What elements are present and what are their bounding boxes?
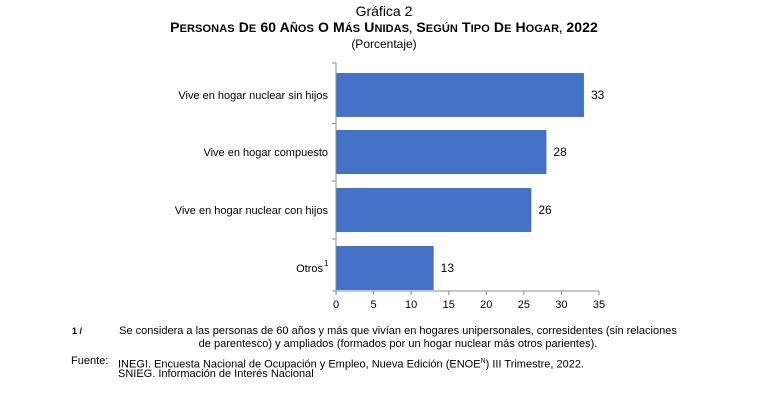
x-tick-label: 20 [480,299,492,311]
source-line-1-tail: ) III Trimestre, 2022. [485,358,585,371]
category-label: Otros [296,263,323,275]
footnote-text: Se considera a las personas de 60 años y… [119,325,677,350]
x-tick-label: 25 [518,299,530,311]
chart-title: PERSONAS DE 60 AÑOS O MÁS UNIDAS, SEGÚN … [170,19,598,35]
data-label: 28 [553,145,567,159]
figure-label: Gráfica 2 [355,3,413,19]
data-label: 13 [441,261,455,275]
category-label: Vive en hogar nuclear con hijos [175,205,329,217]
source-line-1-text: INEGI. Encuesta Nacional de Ocupación y … [118,358,481,371]
x-tick-label: 35 [593,299,605,311]
category-superscript: 1 [324,259,329,268]
x-tick-label: 5 [371,299,377,311]
footnote-marker: 1 / [72,326,83,336]
unit-label: (Porcentaje) [351,37,417,51]
bar [336,73,584,117]
source-line-1: INEGI. Encuesta Nacional de Ocupación y … [118,355,584,372]
x-tick-label: 30 [555,299,567,311]
bar [336,188,532,232]
data-label: 33 [591,88,605,102]
source-label: Fuente: [71,355,109,367]
x-tick-label: 15 [443,299,455,311]
bar [336,246,434,290]
source-line-2: SNIEG. Información de Interés Nacional [118,368,314,380]
x-tick-label: 0 [333,299,339,311]
bar [336,130,547,174]
source-superscript: N [480,358,486,365]
category-label: Vive en hogar nuclear sin hijos [178,90,328,102]
x-tick-label: 10 [405,299,417,311]
data-label: 26 [538,203,552,217]
bar-chart: 33 Vive en hogar nuclear sin hijos 28 Vive … [175,62,605,311]
category-label: Vive en hogar compuesto [203,147,328,159]
